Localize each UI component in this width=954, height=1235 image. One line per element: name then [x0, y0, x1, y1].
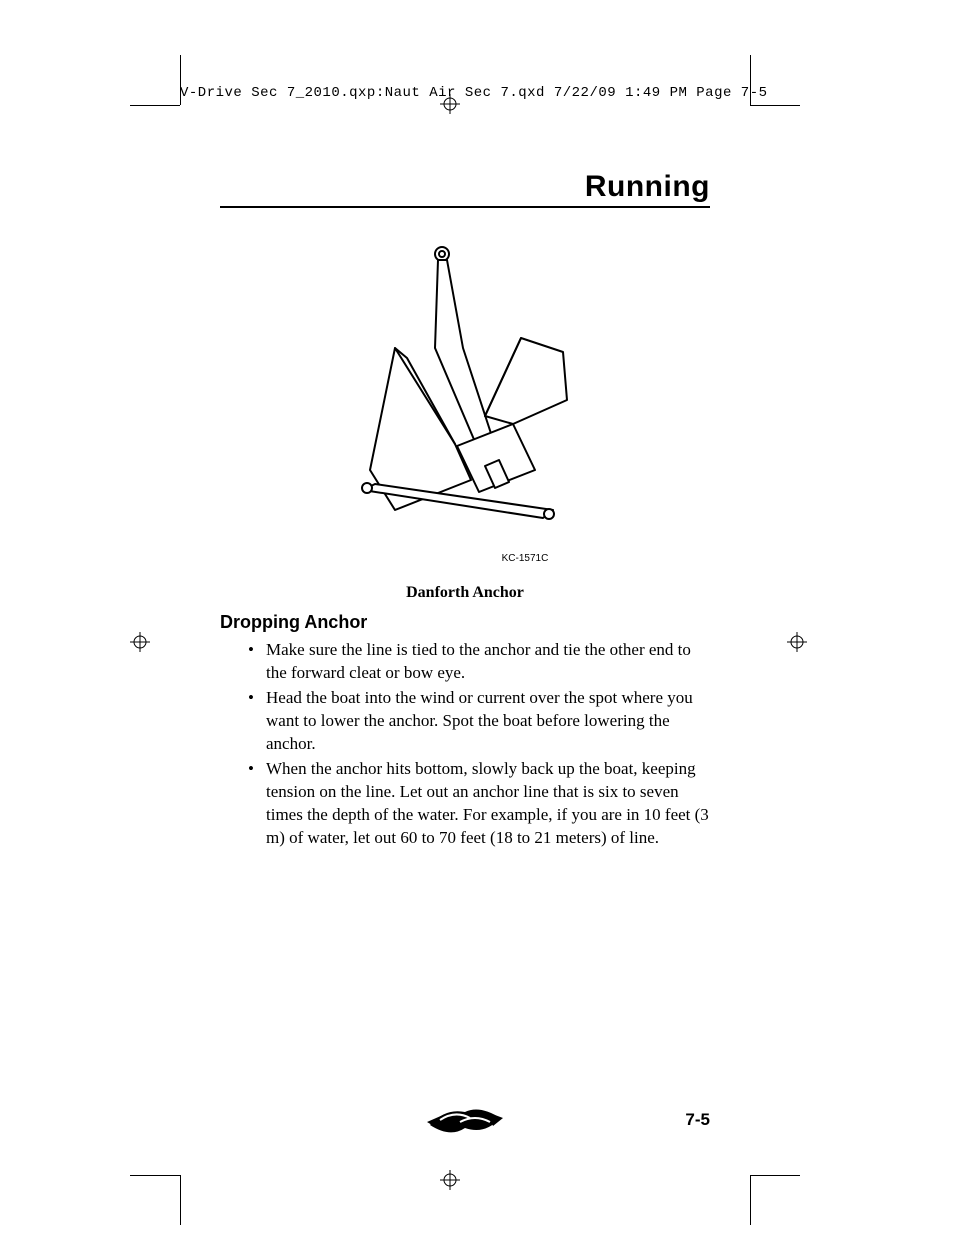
- brand-logo-icon: [425, 1100, 505, 1140]
- crop-mark: [750, 105, 800, 106]
- crop-mark: [180, 1175, 181, 1225]
- list-item: Make sure the line is tied to the anchor…: [266, 639, 710, 685]
- page-footer: 7-5: [220, 1100, 710, 1140]
- page-content: Running: [220, 170, 710, 851]
- crop-mark: [130, 105, 180, 106]
- crop-mark: [750, 1175, 751, 1225]
- section-title: Running: [220, 170, 710, 208]
- danforth-anchor-icon: [335, 238, 595, 548]
- registration-mark-icon: [440, 1170, 460, 1190]
- registration-mark-icon: [787, 632, 807, 652]
- figure-caption: Danforth Anchor: [220, 584, 710, 602]
- page-number: 7-5: [685, 1110, 710, 1130]
- instruction-list: Make sure the line is tied to the anchor…: [220, 639, 710, 849]
- file-header-text: V-Drive Sec 7_2010.qxp:Naut Air Sec 7.qx…: [180, 85, 768, 101]
- crop-mark: [750, 1175, 800, 1176]
- subsection-title: Dropping Anchor: [220, 612, 710, 633]
- registration-mark-icon: [130, 632, 150, 652]
- list-item: When the anchor hits bottom, slowly back…: [266, 758, 710, 850]
- list-item: Head the boat into the wind or current o…: [266, 687, 710, 756]
- figure-code: KC-1571C: [502, 553, 549, 564]
- crop-mark: [130, 1175, 180, 1176]
- anchor-figure: KC-1571C: [220, 238, 710, 566]
